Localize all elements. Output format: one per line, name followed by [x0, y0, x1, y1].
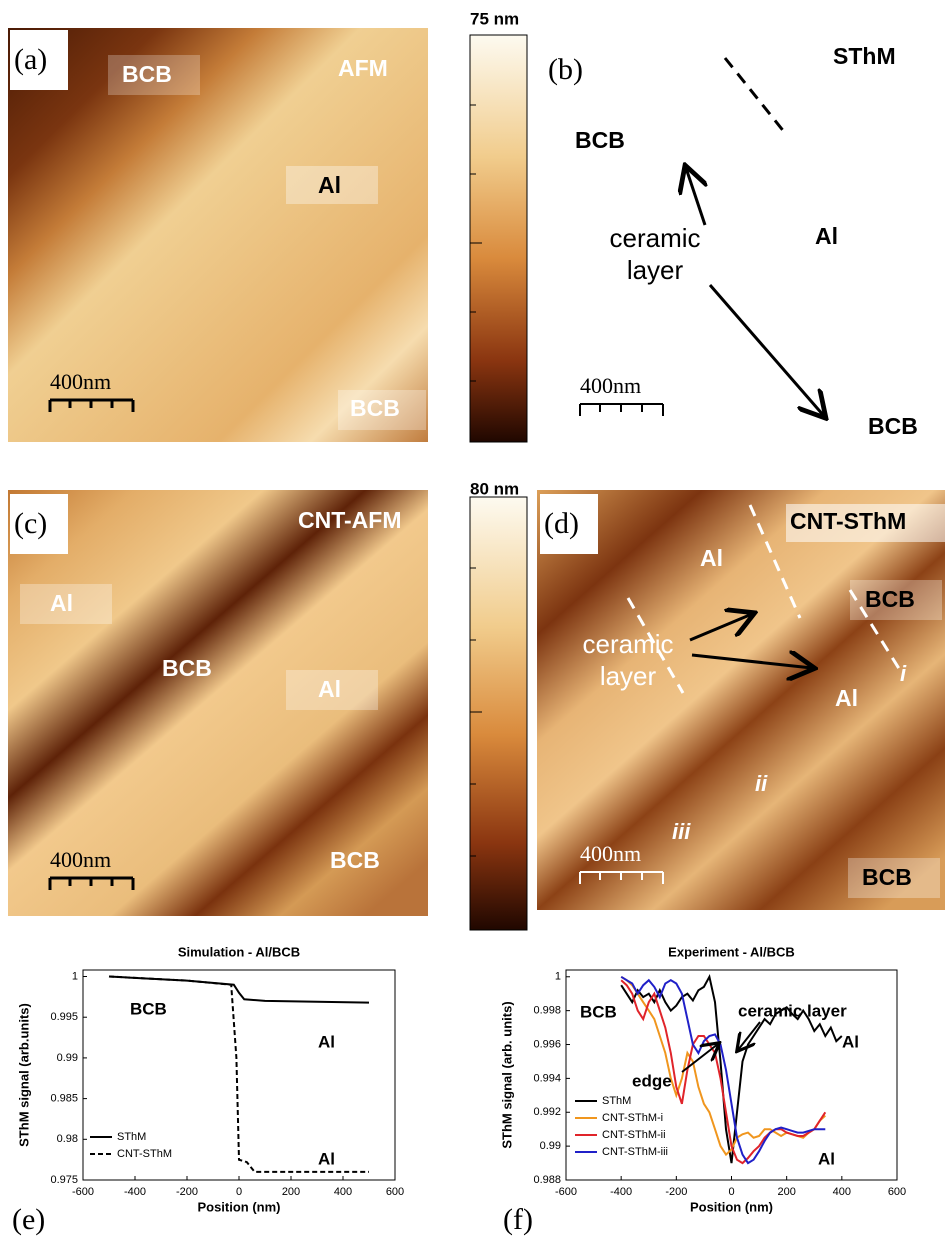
- profile-label: i: [900, 661, 907, 686]
- legend-label: SThM: [117, 1131, 146, 1143]
- legend-label: CNT-SThM: [117, 1148, 172, 1160]
- chart-title: Simulation - Al/BCB: [178, 944, 300, 959]
- y-tick-label: 0.994: [533, 1072, 561, 1084]
- annotation: Al: [318, 1032, 335, 1051]
- x-tick-label: 400: [334, 1186, 352, 1198]
- region-label: BCB: [122, 61, 172, 87]
- scale-bar-label: 400nm: [50, 369, 111, 394]
- legend-label: CNT-SThM-i: [602, 1112, 663, 1124]
- annotation: ceramic: [609, 223, 700, 253]
- region-label: BCB: [865, 586, 915, 612]
- arrow: [738, 1022, 760, 1050]
- annotation: BCB: [130, 999, 167, 1018]
- y-tick-label: 0.975: [50, 1174, 78, 1186]
- x-tick-label: 600: [386, 1186, 404, 1198]
- region-label: Al: [835, 685, 858, 711]
- region-label: Al: [318, 676, 341, 702]
- y-tick-label: 0.99: [540, 1140, 561, 1152]
- region-label: BCB: [575, 127, 625, 153]
- colorbar-label: 80 nm: [470, 479, 519, 498]
- x-tick-label: -600: [555, 1186, 577, 1198]
- x-axis-label: Position (nm): [197, 1199, 280, 1214]
- x-tick-label: -600: [72, 1186, 94, 1198]
- y-tick-label: 0.996: [533, 1038, 561, 1050]
- region-label: BCB: [350, 395, 400, 421]
- annotation: layer: [600, 661, 657, 691]
- y-tick-label: 0.99: [57, 1052, 78, 1064]
- dashed-line: [725, 58, 785, 133]
- x-tick-label: 600: [888, 1186, 906, 1198]
- region-label: BCB: [330, 847, 380, 873]
- region-label: Al: [318, 172, 341, 198]
- region-label: BCB: [862, 864, 912, 890]
- panel-label: (e): [12, 1203, 45, 1236]
- region-label: Al: [50, 590, 73, 616]
- panel-label: (c): [14, 507, 47, 540]
- chart-title: Experiment - Al/BCB: [668, 944, 795, 959]
- x-tick-label: 200: [777, 1186, 795, 1198]
- y-axis-label: SThM signal (arb. units): [499, 1001, 514, 1148]
- annotation: edge: [632, 1071, 672, 1090]
- x-tick-label: -200: [665, 1186, 687, 1198]
- annotation: Al: [818, 1149, 835, 1168]
- y-tick-label: 0.988: [533, 1174, 561, 1186]
- annotation: Al: [842, 1032, 859, 1051]
- x-tick-label: -400: [124, 1186, 146, 1198]
- profile-label: ii: [755, 771, 768, 796]
- scale-bar-label: 400nm: [50, 847, 111, 872]
- mode-label: CNT-AFM: [298, 507, 401, 533]
- legend-label: CNT-SThM-ii: [602, 1129, 666, 1141]
- mode-label: AFM: [338, 55, 388, 81]
- region-label: Al: [815, 223, 838, 249]
- y-tick-label: 0.985: [50, 1093, 78, 1105]
- x-tick-label: 200: [282, 1186, 300, 1198]
- annotation: Al: [318, 1149, 335, 1168]
- y-tick-label: 0.98: [57, 1133, 78, 1145]
- colorbar: [470, 35, 527, 442]
- colorbar-label: 75 nm: [470, 9, 519, 28]
- scale-bar-label: 400nm: [580, 373, 641, 398]
- x-tick-label: 400: [833, 1186, 851, 1198]
- legend-label: SThM: [602, 1095, 631, 1107]
- mode-label: CNT-SThM: [790, 508, 906, 534]
- annotation: layer: [627, 255, 684, 285]
- region-label: Al: [700, 545, 723, 571]
- arrow: [686, 168, 705, 225]
- figure: (a) BCB AFM Al BCB 400nm 75 nm (b) SThM …: [0, 0, 950, 1237]
- y-tick-label: 0.992: [533, 1106, 561, 1118]
- panel-label: (f): [503, 1203, 533, 1236]
- legend-label: CNT-SThM-iii: [602, 1146, 668, 1158]
- x-tick-label: -200: [176, 1186, 198, 1198]
- scale-bar-label: 400nm: [580, 841, 641, 866]
- y-axis-label: SThM signal (arb.units): [16, 1003, 31, 1147]
- panel-label: (b): [548, 53, 583, 86]
- colorbar: [470, 497, 527, 930]
- scale-bar: [580, 404, 663, 416]
- annotation: ceramic layer: [738, 1001, 847, 1020]
- x-tick-label: 0: [728, 1186, 734, 1198]
- annotation: BCB: [580, 1002, 617, 1021]
- mode-label: SThM: [833, 43, 896, 69]
- y-tick-label: 1: [72, 970, 78, 982]
- x-tick-label: -400: [610, 1186, 632, 1198]
- x-axis-label: Position (nm): [690, 1199, 773, 1214]
- y-tick-label: 0.998: [533, 1005, 561, 1017]
- panel-label: (d): [544, 507, 579, 540]
- region-label: BCB: [162, 655, 212, 681]
- profile-label: iii: [672, 819, 691, 844]
- panel-label: (a): [14, 43, 47, 76]
- y-tick-label: 0.995: [50, 1011, 78, 1023]
- arrow: [710, 285, 824, 416]
- x-tick-label: 0: [236, 1186, 242, 1198]
- y-tick-label: 1: [555, 971, 561, 983]
- region-label: BCB: [868, 413, 918, 439]
